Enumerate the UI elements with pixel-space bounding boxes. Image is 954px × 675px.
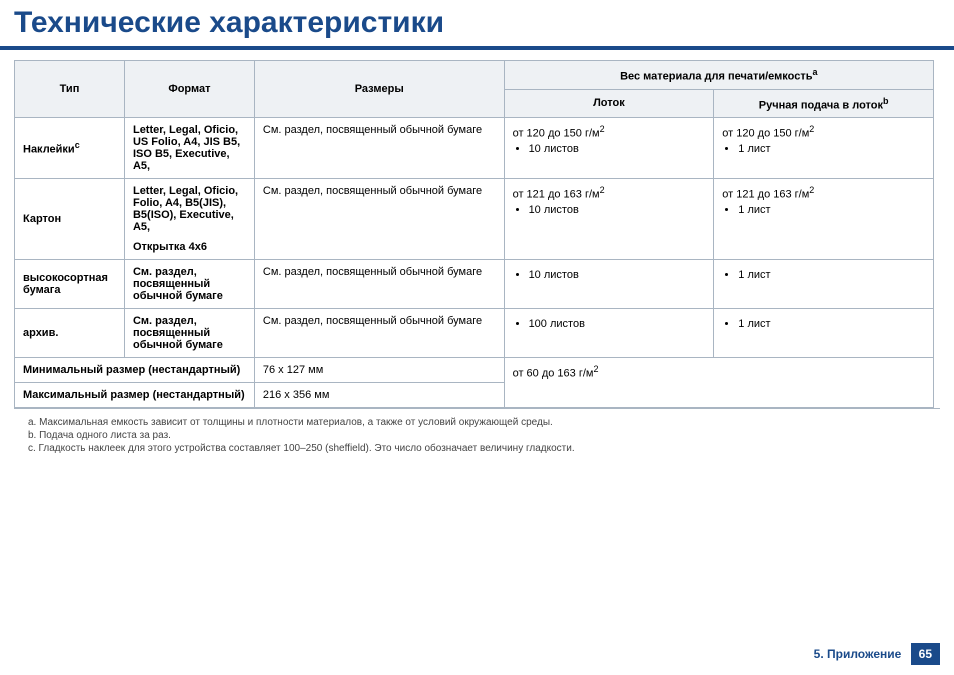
chapter-label: 5. Приложение — [814, 647, 902, 661]
table-row: архив. См. раздел, посвященный обычной б… — [15, 309, 934, 358]
page-title: Технические характеристики — [0, 0, 954, 50]
th-tray: Лоток — [504, 89, 714, 118]
cell-dim: См. раздел, посвященный обычной бумаге — [254, 260, 504, 309]
cell-type: Картон — [15, 179, 125, 260]
cell-type: Наклейкиc — [15, 118, 125, 179]
page-footer: 5. Приложение 65 — [814, 643, 940, 665]
cell-tray: 10 листов — [504, 260, 714, 309]
cell-span-label: Минимальный размер (нестандартный) — [15, 358, 255, 383]
th-manual: Ручная подача в лотокb — [714, 89, 934, 118]
th-format: Формат — [124, 61, 254, 118]
table-row: Картон Letter, Legal, Oficio, Folio, A4,… — [15, 179, 934, 260]
table-body: Наклейкиc Letter, Legal, Oficio, US Foli… — [15, 118, 934, 408]
cell-weight: от 60 до 163 г/м2 — [504, 358, 933, 408]
footnote-a: a. Максимальная емкость зависит от толщи… — [28, 417, 926, 428]
footnotes: a. Максимальная емкость зависит от толщи… — [14, 408, 940, 462]
cell-dim: См. раздел, посвященный обычной бумаге — [254, 118, 504, 179]
cell-format: См. раздел, посвященный обычной бумаге — [124, 309, 254, 358]
cell-format: Letter, Legal, Oficio, Folio, A4, B5(JIS… — [124, 179, 254, 260]
cell-manual: 1 лист — [714, 309, 934, 358]
table-row: высокосортная бумага См. раздел, посвяще… — [15, 260, 934, 309]
spec-table-container: Тип Формат Размеры Вес материала для печ… — [0, 60, 954, 408]
cell-dim: См. раздел, посвященный обычной бумаге — [254, 179, 504, 260]
cell-dim: 216 x 356 мм — [254, 383, 504, 408]
cell-type: архив. — [15, 309, 125, 358]
cell-format: Letter, Legal, Oficio, US Folio, A4, JIS… — [124, 118, 254, 179]
cell-manual: от 121 до 163 г/м2 1 лист — [714, 179, 934, 260]
cell-tray: от 120 до 150 г/м2 10 листов — [504, 118, 714, 179]
spec-table: Тип Формат Размеры Вес материала для печ… — [14, 60, 934, 408]
th-dimensions: Размеры — [254, 61, 504, 118]
footnote-b: b. Подача одного листа за раз. — [28, 430, 926, 441]
footnote-c: c. Гладкость наклеек для этого устройств… — [28, 443, 926, 454]
cell-dim: 76 x 127 мм — [254, 358, 504, 383]
table-row: Наклейкиc Letter, Legal, Oficio, US Foli… — [15, 118, 934, 179]
th-type: Тип — [15, 61, 125, 118]
cell-dim: См. раздел, посвященный обычной бумаге — [254, 309, 504, 358]
cell-type: высокосортная бумага — [15, 260, 125, 309]
table-row: Минимальный размер (нестандартный) 76 x … — [15, 358, 934, 383]
cell-manual: 1 лист — [714, 260, 934, 309]
cell-format: См. раздел, посвященный обычной бумаге — [124, 260, 254, 309]
page-number: 65 — [911, 643, 940, 665]
th-weight-group: Вес материала для печати/емкостьa — [504, 61, 933, 90]
cell-span-label: Максимальный размер (нестандартный) — [15, 383, 255, 408]
cell-tray: от 121 до 163 г/м2 10 листов — [504, 179, 714, 260]
cell-tray: 100 листов — [504, 309, 714, 358]
cell-manual: от 120 до 150 г/м2 1 лист — [714, 118, 934, 179]
